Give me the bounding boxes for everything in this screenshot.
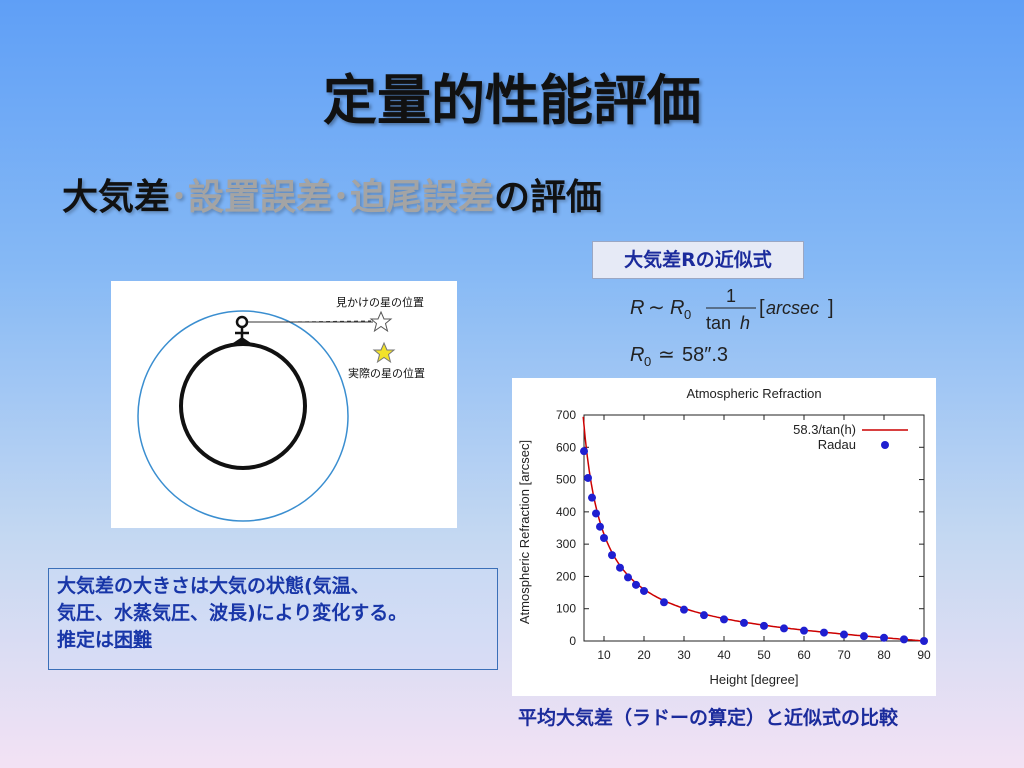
svg-text:tan: tan [706,313,731,333]
y-tick-label: 300 [556,537,576,551]
svg-text:R: R [670,297,684,319]
radau-point [580,447,588,456]
radau-point [600,534,608,543]
apparent-star-icon [369,310,393,333]
plot-area [583,414,925,642]
y-tick-label: 100 [556,602,576,616]
observer-icon [233,315,251,343]
refraction-chart: Atmospheric Refraction Height [degree] A… [512,378,936,696]
chart-xlabel: Height [degree] [710,672,799,687]
radau-point [588,493,596,502]
x-tick-label: 20 [637,648,651,662]
svg-text:0: 0 [684,307,691,322]
svg-text:≃: ≃ [658,344,675,366]
svg-text:arcsec: arcsec [766,298,819,318]
radau-point [800,626,808,635]
note-line-2: 気圧、水蒸気圧、波長)により変化する。 [57,602,408,624]
y-tick-label: 600 [556,440,576,454]
x-tick-label: 80 [877,648,891,662]
svg-text:∼: ∼ [648,297,665,319]
legend-label-radau: Radau [818,437,856,452]
y-tick-label: 400 [556,505,576,519]
x-tick-label: 60 [797,648,811,662]
radau-point [780,624,788,633]
x-tick-label: 90 [917,648,931,662]
subtitle-tracking-error: 追尾誤差 [350,177,495,218]
atmosphere-circle [137,310,349,522]
actual-star-icon [372,341,396,364]
legend-label-approx: 58.3/tan(h) [793,422,856,437]
svg-text:[: [ [759,297,765,319]
subtitle-installation-error: 設置誤差 [188,177,333,218]
y-tick-label: 200 [556,569,576,583]
actual-position-label: 実際の星の位置 [348,366,425,380]
slide-subtitle: 大気差･設置誤差･追尾誤差の評価 [62,168,602,220]
x-tick-label: 10 [597,648,611,662]
note-line-3: 推定は困難 [57,627,489,654]
radau-point [820,628,828,637]
radau-point [584,473,592,482]
radau-point [616,563,624,572]
radau-point [632,580,640,589]
radau-point [700,611,708,620]
subtitle-separator-1: ･ [170,177,189,218]
radau-point [860,632,868,641]
svg-text:0: 0 [644,354,651,369]
subtitle-evaluation: の評価 [494,177,603,218]
chart-caption: 平均大気差（ラドーの算定）と近似式の比較 [518,707,899,729]
svg-text:1: 1 [726,286,736,306]
note-difficult: 困難 [114,629,153,651]
slide-title: 定量的性能評価 [323,69,701,132]
chart-legend: 58.3/tan(h) Radau [793,422,908,452]
svg-text:R: R [630,344,644,366]
series-line-approx [582,416,924,642]
radau-point [640,586,648,595]
radau-point [608,551,616,560]
subtitle-separator-2: ･ [332,177,351,218]
refraction-chart-svg: Atmospheric Refraction Height [degree] A… [517,386,931,687]
radau-point [920,637,928,645]
svg-text:58″.3: 58″.3 [682,344,728,366]
svg-text:]: ] [828,297,834,319]
refraction-diagram-svg: 見かけの星の位置 実際の星の位置 [137,295,425,522]
svg-text:h: h [740,313,750,333]
x-tick-label: 50 [757,648,771,662]
note-line-3-prefix: 推定は [57,629,115,651]
radau-point [596,522,604,531]
y-tick-label: 700 [556,408,576,422]
x-tick-label: 70 [837,648,851,662]
x-tick-label: 30 [677,648,691,662]
y-tick-label: 500 [556,473,576,487]
x-tick-label: 40 [717,648,731,662]
y-tick-label: 0 [569,634,576,648]
formula-label: 大気差Rの近似式 [592,241,804,279]
radau-point [900,635,908,644]
radau-point [840,630,848,639]
legend-marker-radau [881,441,889,449]
refraction-formula: R ∼ R 0 1 tan h [ arcsec ] R 0 ≃ 58″.3 [630,286,834,369]
radau-point [624,573,632,582]
radau-point [880,633,888,642]
refraction-diagram: 見かけの星の位置 実際の星の位置 [111,281,457,528]
chart-ylabel: Atmospheric Refraction [arcsec] [517,440,532,624]
note-line-1: 大気差の大きさは大気の状態(気温、 [57,575,370,597]
radau-point [592,509,600,518]
refraction-dashed-line [290,320,372,323]
radau-point [740,618,748,627]
radau-point [760,621,768,630]
radau-point [720,615,728,624]
subtitle-refraction: 大気差 [62,177,171,218]
radau-point [660,598,668,607]
note-box: 大気差の大きさは大気の状態(気温、 気圧、水蒸気圧、波長)により変化する。 推定… [48,568,498,670]
earth-circle [179,342,307,470]
apparent-position-label: 見かけの星の位置 [336,295,424,309]
radau-point [680,605,688,614]
chart-title: Atmospheric Refraction [686,386,821,401]
svg-text:R: R [630,297,644,319]
